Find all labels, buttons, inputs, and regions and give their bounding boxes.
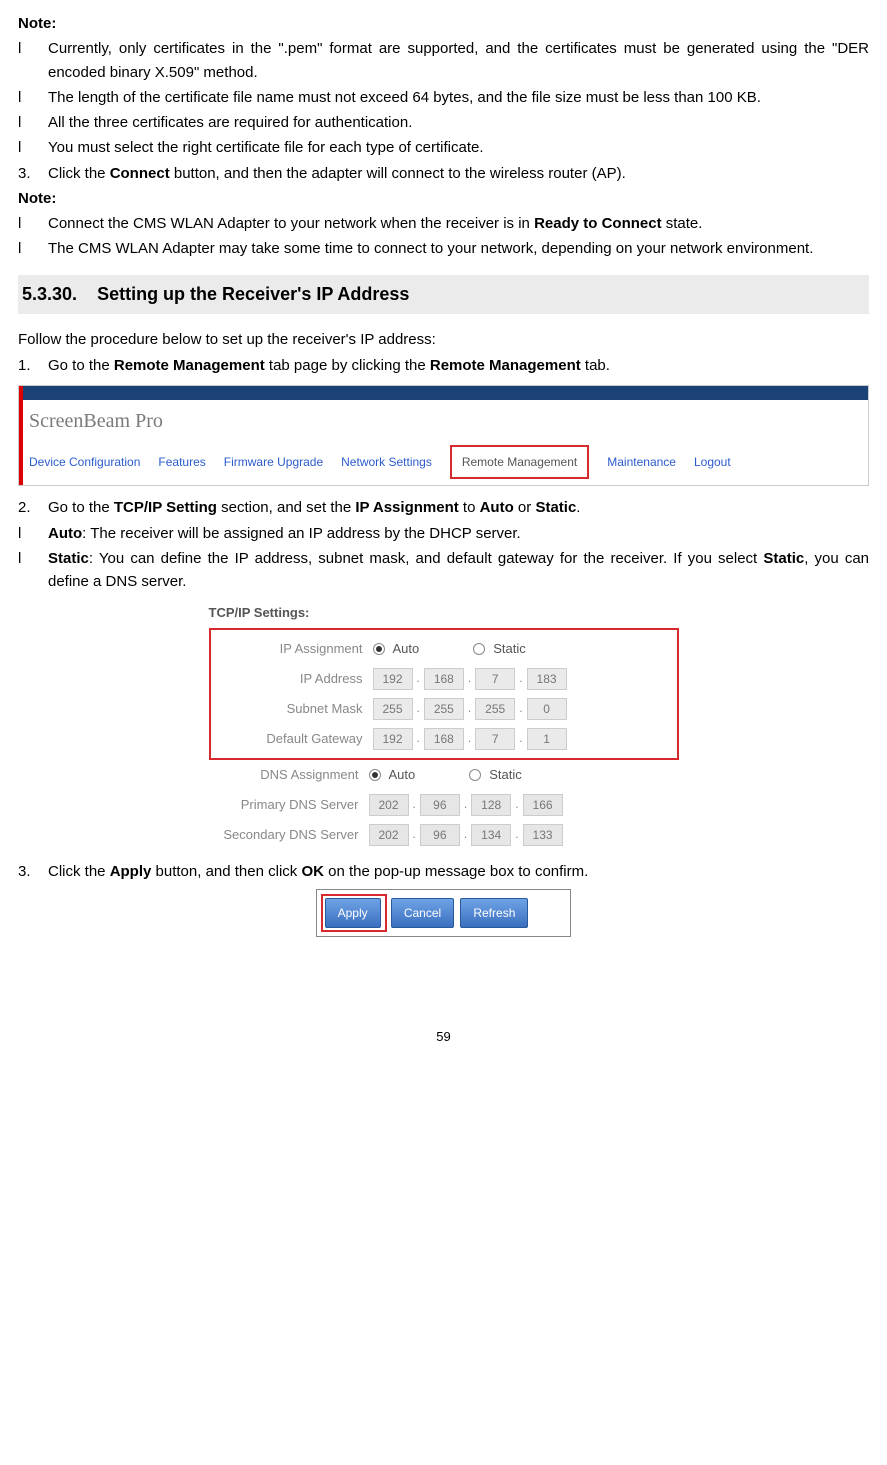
- step-3-connect: 3. Click the Connect button, and then th…: [18, 162, 869, 185]
- gw-octet-3[interactable]: 7: [475, 728, 515, 750]
- intro-text: Follow the procedure below to set up the…: [18, 328, 869, 351]
- buttons-screenshot: Apply Cancel Refresh: [316, 889, 572, 938]
- note1-item-2: l The length of the certificate file nam…: [18, 86, 869, 109]
- pdns-octet-1[interactable]: 202: [369, 794, 409, 816]
- tcpip-title: TCP/IP Settings:: [209, 603, 679, 623]
- subnet-octet-1[interactable]: 255: [373, 698, 413, 720]
- ip-assignment-static-radio[interactable]: [473, 643, 485, 655]
- subnet-octet-3[interactable]: 255: [475, 698, 515, 720]
- pdns-octet-2[interactable]: 96: [420, 794, 460, 816]
- gw-octet-2[interactable]: 168: [424, 728, 464, 750]
- subnet-octet-2[interactable]: 255: [424, 698, 464, 720]
- page-number: 59: [18, 1027, 869, 1047]
- section-heading: 5.3.30. Setting up the Receiver's IP Add…: [18, 275, 869, 315]
- ip-octet-3[interactable]: 7: [475, 668, 515, 690]
- tab-features[interactable]: Features: [158, 453, 205, 472]
- tcpip-highlight-box: IP Assignment Auto Static IP Address 192…: [209, 628, 679, 760]
- note1-item-1: l Currently, only certificates in the ".…: [18, 37, 869, 84]
- sdns-octet-4[interactable]: 133: [523, 824, 563, 846]
- dns-assignment-static-radio[interactable]: [469, 769, 481, 781]
- tcpip-settings-panel: TCP/IP Settings: IP Assignment Auto Stat…: [209, 603, 679, 849]
- bullet-marker: l: [18, 86, 48, 109]
- refresh-button[interactable]: Refresh: [460, 898, 528, 929]
- gateway-label: Default Gateway: [213, 729, 373, 749]
- tab-firmware[interactable]: Firmware Upgrade: [224, 453, 323, 472]
- tab-maintenance[interactable]: Maintenance: [607, 453, 676, 472]
- sdns-octet-1[interactable]: 202: [369, 824, 409, 846]
- note2-item-2: l The CMS WLAN Adapter may take some tim…: [18, 237, 869, 260]
- bullet-marker: l: [18, 37, 48, 84]
- dns-assignment-auto-radio[interactable]: [369, 769, 381, 781]
- sdns-octet-2[interactable]: 96: [420, 824, 460, 846]
- pdns-octet-4[interactable]: 166: [523, 794, 563, 816]
- ip-octet-1[interactable]: 192: [373, 668, 413, 690]
- static-bullet: l Static: You can define the IP address,…: [18, 547, 869, 594]
- auto-bullet: l Auto: The receiver will be assigned an…: [18, 522, 869, 545]
- ip-address-label: IP Address: [213, 669, 373, 689]
- proc-step-3: 3. Click the Apply button, and then clic…: [18, 860, 869, 883]
- ip-octet-4[interactable]: 183: [527, 668, 567, 690]
- ip-assignment-auto-radio[interactable]: [373, 643, 385, 655]
- primary-dns-label: Primary DNS Server: [209, 795, 369, 815]
- nav-tabs-screenshot: ScreenBeam Pro Device Configuration Feat…: [18, 385, 869, 487]
- pdns-octet-3[interactable]: 128: [471, 794, 511, 816]
- ip-assignment-label: IP Assignment: [213, 639, 373, 659]
- note1-item-4: l You must select the right certificate …: [18, 136, 869, 159]
- proc-step-2: 2. Go to the TCP/IP Setting section, and…: [18, 496, 869, 519]
- note1-item-3: l All the three certificates are require…: [18, 111, 869, 134]
- bullet-marker: l: [18, 237, 48, 260]
- secondary-dns-label: Secondary DNS Server: [209, 825, 369, 845]
- nav-logo: ScreenBeam Pro: [19, 400, 868, 445]
- bullet-marker: l: [18, 212, 48, 235]
- proc-step-1: 1. Go to the Remote Management tab page …: [18, 354, 869, 377]
- subnet-label: Subnet Mask: [213, 699, 373, 719]
- bullet-marker: l: [18, 522, 48, 545]
- bullet-marker: l: [18, 547, 48, 594]
- note-heading-2: Note:: [18, 187, 869, 210]
- note2-item-1: l Connect the CMS WLAN Adapter to your n…: [18, 212, 869, 235]
- bullet-marker: l: [18, 136, 48, 159]
- ip-octet-2[interactable]: 168: [424, 668, 464, 690]
- gw-octet-1[interactable]: 192: [373, 728, 413, 750]
- bullet-marker: l: [18, 111, 48, 134]
- tab-remote-management[interactable]: Remote Management: [450, 445, 589, 480]
- sdns-octet-3[interactable]: 134: [471, 824, 511, 846]
- tab-network[interactable]: Network Settings: [341, 453, 432, 472]
- cancel-button[interactable]: Cancel: [391, 898, 454, 929]
- apply-button[interactable]: Apply: [325, 898, 381, 929]
- dns-assignment-label: DNS Assignment: [209, 765, 369, 785]
- note-heading-1: Note:: [18, 12, 869, 35]
- tab-device-config[interactable]: Device Configuration: [29, 453, 140, 472]
- gw-octet-4[interactable]: 1: [527, 728, 567, 750]
- subnet-octet-4[interactable]: 0: [527, 698, 567, 720]
- tab-logout[interactable]: Logout: [694, 453, 731, 472]
